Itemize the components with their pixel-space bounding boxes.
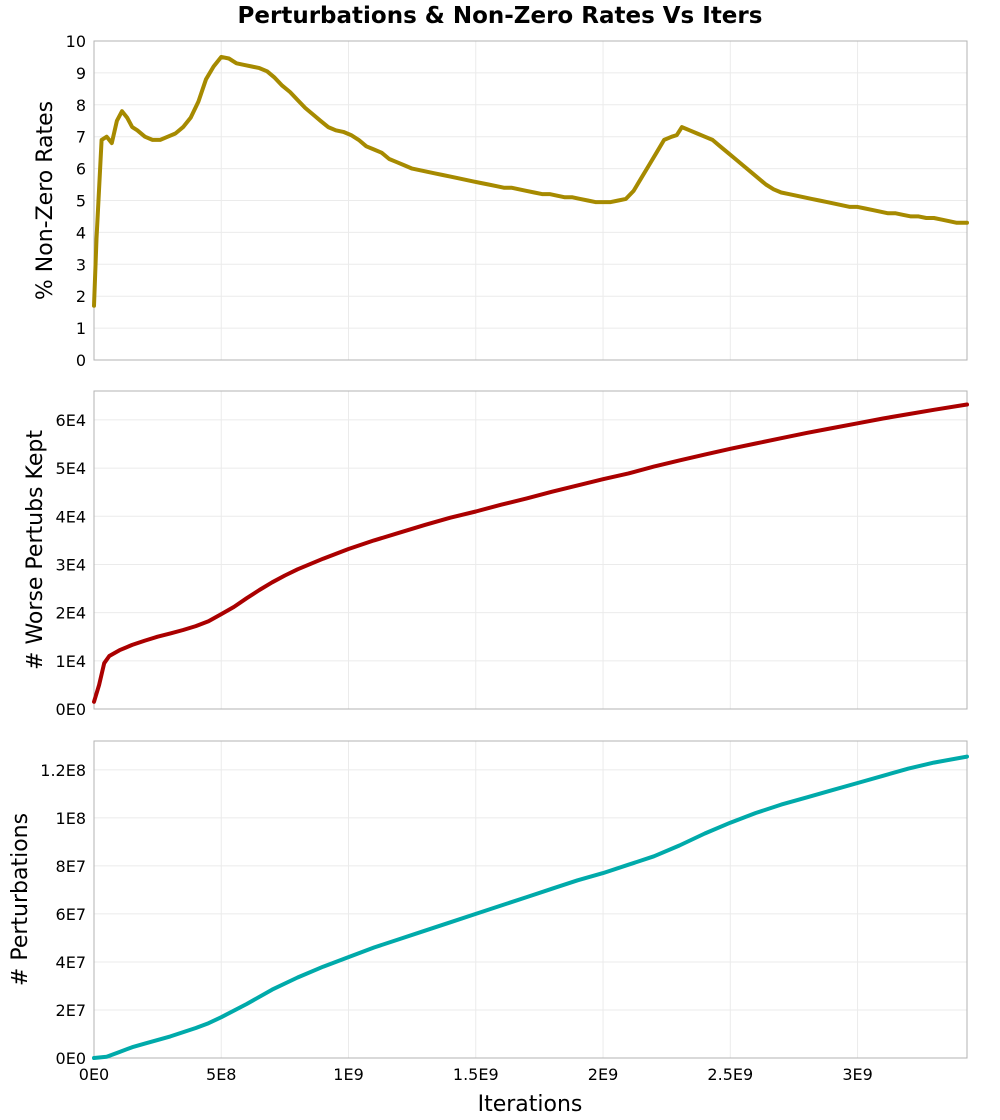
y-tick-label: 2 — [76, 287, 86, 306]
y-tick-label: 6E4 — [56, 411, 86, 430]
x-tick-label: 2.5E9 — [707, 1065, 753, 1084]
y-tick-label: 1E4 — [56, 652, 86, 671]
series-line — [92, 754, 969, 1060]
y-tick-label: 10 — [66, 32, 86, 51]
x-tick-label: 5E8 — [206, 1065, 236, 1084]
y-tick-label: 6E7 — [56, 905, 86, 924]
y-axis-label: # Worse Pertubs Kept — [23, 430, 48, 670]
y-tick-label: 5 — [76, 192, 86, 211]
y-axis-label: % Non-Zero Rates — [33, 101, 58, 300]
y-axis-label: # Perturbations — [8, 813, 33, 986]
nonzero-rates-panel: 0 1 2 3 4 5 6 7 8 9 10 % Non-Zero Rates — [33, 32, 969, 370]
series-line — [92, 54, 969, 308]
y-tick-label: 4 — [76, 223, 86, 242]
y-tick-label: 8E7 — [56, 857, 86, 876]
x-tick-label: 1E9 — [333, 1065, 363, 1084]
x-tick-label: 0E0 — [79, 1065, 109, 1084]
y-tick-label: 0E0 — [56, 1049, 86, 1068]
worse-perturbs-panel: 0E0 1E4 2E4 3E4 4E4 5E4 6E4 # Worse Pertubs Kep… — [23, 390, 969, 719]
y-tick-label: 3 — [76, 255, 86, 274]
y-tick-label: 3E4 — [56, 555, 86, 574]
y-tick-label: 1 — [76, 319, 86, 338]
perturbations-panel: 0E0 2E7 4E7 6E7 8E7 1E8 1.2E8 0E0 5E8 1E9 1.5E9 2E9… — [8, 740, 969, 1084]
y-tick-label: 9 — [76, 64, 86, 83]
y-tick-label: 7 — [76, 128, 86, 147]
x-axis-label: Iterations — [478, 1092, 583, 1117]
y-tick-label: 4E4 — [56, 507, 86, 526]
y-tick-label: 0E0 — [56, 700, 86, 719]
plot-frame — [93, 40, 968, 361]
y-tick-label: 0 — [76, 351, 86, 370]
chart-title: Perturbations & Non-Zero Rates Vs Iters — [238, 3, 763, 29]
y-tick-label: 6 — [76, 160, 86, 179]
y-tick-label: 8 — [76, 96, 86, 115]
y-tick-label: 4E7 — [56, 953, 86, 972]
x-tick-label: 3E9 — [842, 1065, 872, 1084]
plot-frame — [93, 740, 968, 1059]
y-tick-label: 5E4 — [56, 459, 86, 478]
y-tick-label: 2E4 — [56, 604, 86, 623]
y-tick-label: 2E7 — [56, 1001, 86, 1020]
x-tick-label: 2E9 — [588, 1065, 618, 1084]
y-tick-label: 1.2E8 — [40, 761, 86, 780]
plot-frame — [93, 390, 968, 710]
series-line — [92, 402, 969, 704]
y-tick-label: 1E8 — [56, 809, 86, 828]
x-tick-label: 1.5E9 — [453, 1065, 499, 1084]
